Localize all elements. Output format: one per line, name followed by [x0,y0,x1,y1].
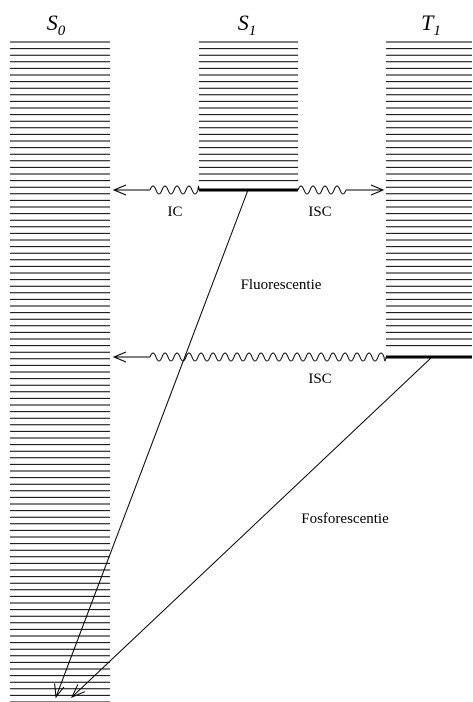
isc-upper-label: ISC [308,204,331,220]
s0-label: S0 [47,10,66,39]
phosphorescence-label: Fosforescentie [301,511,389,527]
s1-level-stack [199,41,298,182]
isc-lower-wavy-line [149,352,387,362]
s1-label: S1 [238,10,257,39]
ic-transition [112,184,200,196]
isc-upper-wavy-line [297,185,347,195]
isc-lower-transition [112,351,387,363]
ic-wavy-line [149,185,200,195]
t1-level-stack [386,41,472,347]
phosphorescence-arrowhead [71,684,85,698]
isc-upper-arrowhead [370,184,385,196]
isc-lower-label: ISC [308,371,331,387]
s0-level-stack [10,41,110,702]
ic-label: IC [168,204,183,220]
phosphorescence-transition [71,356,433,698]
fluorescence-label: Fluorescentie [241,277,322,293]
t1-label: T1 [421,10,441,39]
fluorescence-transition [54,189,249,699]
fluorescence-arrowhead [54,683,65,699]
isc-upper-transition [297,184,385,196]
ic-arrowhead [112,184,127,196]
isc-lower-arrowhead [112,351,127,363]
